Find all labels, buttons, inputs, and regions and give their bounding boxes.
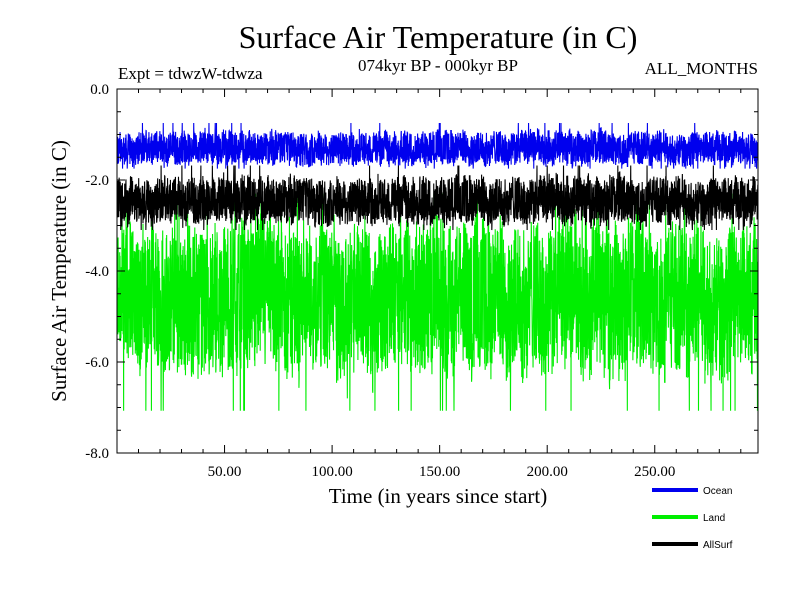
- series-layer: [117, 123, 758, 411]
- legend-label-land: Land: [703, 513, 725, 524]
- period-subtitle: 074kyr BP - 000kyr BP: [358, 56, 518, 75]
- y-tick-label: -4.0: [85, 264, 109, 280]
- x-axis-label: Time (in years since start): [329, 484, 548, 508]
- x-tick-label: 250.00: [634, 464, 675, 480]
- y-tick-label: -8.0: [85, 446, 109, 462]
- legend-label-ocean: Ocean: [703, 486, 732, 497]
- x-tick-label: 50.00: [208, 464, 242, 480]
- y-tick-label: -2.0: [85, 173, 109, 189]
- series-line-land: [117, 193, 758, 411]
- x-axis: 50.00 100.00 150.00 200.00 250.00: [138, 89, 742, 480]
- y-axis-label: Surface Air Temperature (in C): [47, 140, 71, 402]
- chart-title: Surface Air Temperature (in C): [239, 19, 638, 55]
- months-label: ALL_MONTHS: [645, 59, 758, 78]
- series-line-ocean: [117, 123, 758, 169]
- experiment-label: Expt = tdwzW-tdwza: [118, 64, 263, 83]
- series-line-allsurf: [117, 165, 758, 231]
- y-axis: 0.0 -2.0 -4.0 -6.0 -8.0: [85, 82, 758, 462]
- x-tick-label: 100.00: [311, 464, 352, 480]
- legend-label-allsurf: AllSurf: [703, 540, 733, 551]
- y-tick-label: 0.0: [90, 82, 109, 98]
- y-tick-label: -6.0: [85, 355, 109, 371]
- x-tick-label: 150.00: [419, 464, 460, 480]
- legend: Ocean Land AllSurf: [652, 486, 733, 551]
- x-tick-label: 200.00: [527, 464, 568, 480]
